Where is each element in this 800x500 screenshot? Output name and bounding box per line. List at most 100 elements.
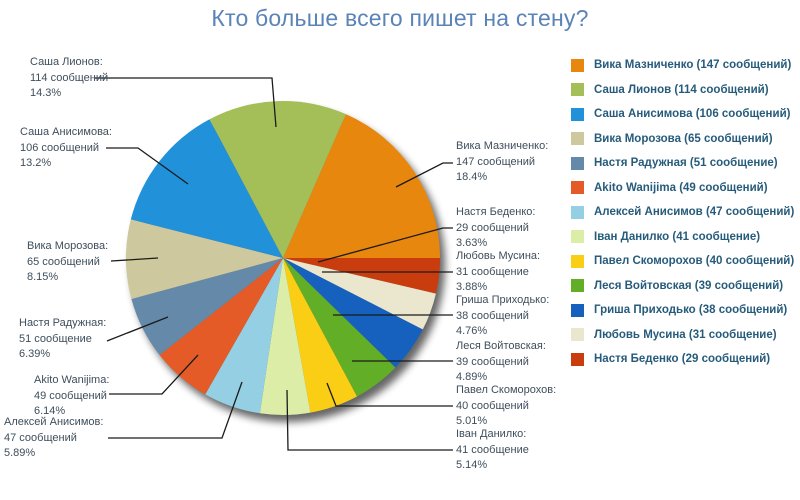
pie-slice-7[interactable] [259,258,311,416]
legend-item: Алексей Анисимов (47 сообщений) [571,200,794,225]
leader-line [106,147,189,185]
chart-title: Кто больше всего пишет на стену? [211,5,589,31]
legend-swatch [571,132,584,146]
leader-line [395,162,453,188]
legend-swatch [571,230,584,244]
pie-slice-1[interactable] [283,114,440,258]
legend-item: Гриша Приходько (38 сообщений) [571,298,794,323]
legend-swatch [571,279,584,293]
pie-slice-8[interactable] [205,258,283,414]
pie-slice-10[interactable] [131,258,283,356]
leader-line [106,316,169,342]
slice-label-count: 29 сообщений [456,221,529,234]
slice-label: Настя Беденко: 29 сообщений 3.63% [456,205,535,252]
slice-label-name: Настя Беденко: [456,206,536,218]
slice-label-pct: 4.89% [456,371,488,383]
slice-label: Любовь Мусина: 31 сообщение 3.88% [456,249,540,296]
slice-label-count: 106 сообщений [20,141,99,154]
legend-swatch [571,83,584,97]
legend-item: Іван Данилко (41 сообщение) [571,225,794,250]
slice-label-pct: 3.63% [456,237,488,249]
leader-line [326,382,453,407]
slice-label: Алексей Анисимов: 47 сообщений 5.89% [4,415,103,462]
pie-slice-3[interactable] [283,258,436,330]
slice-label: Іван Данилко: 41 сообщение 5.14% [456,427,529,474]
legend-label: Любовь Мусина (31 сообщение) [594,328,777,341]
slice-label-name: Любовь Мусина: [456,250,541,262]
legend-item: Akito Wanijima (49 сообщений) [571,176,794,201]
leader-line [108,381,243,439]
slice-label: Павел Скоморохов: 40 сообщений 5.01% [456,383,556,430]
legend-item: Павел Скоморохов (40 сообщений) [571,249,794,274]
slice-label-name: Саша Лионов: [30,56,103,68]
slice-label-name: Саша Анисимова: [20,126,112,138]
slice-label-name: Алексей Анисимов: [4,416,104,428]
slice-label-count: 40 сообщений [456,399,529,412]
legend-swatch [571,205,584,219]
slice-label-name: Вика Морозова: [27,240,109,252]
legend-label: Akito Wanijima (49 сообщений) [594,181,768,194]
pie-slice-9[interactable] [159,258,283,395]
slice-label-pct: 3.88% [456,281,488,293]
legend-item: Вика Мазниченко (147 сообщений) [571,53,794,78]
pie-slice-layer [125,101,440,416]
slice-label-count: 147 сообщений [456,155,535,168]
slice-label-count: 114 сообщений [30,71,109,84]
legend-label: Вика Мазниченко (147 сообщений) [594,59,792,72]
leader-line [286,389,453,451]
legend-item: Любовь Мусина (31 сообщение) [571,323,794,348]
slice-label: Akito Wanijima: 49 сообщений 6.14% [34,373,109,420]
leader-line [110,257,159,262]
leader-line [317,227,453,263]
slice-label-name: Вика Мазниченко: [456,140,549,152]
slice-label-pct: 6.39% [19,348,51,360]
leader-line [95,77,277,128]
pie-slice-6[interactable] [283,258,357,413]
legend-label: Іван Данилко (41 сообщение) [594,230,761,243]
slice-label-pct: 6.14% [34,405,66,417]
legend-swatch [571,352,584,366]
slice-label-count: 47 сообщений [4,431,77,444]
legend-item: Вика Морозова (65 сообщений) [571,127,794,152]
legend-label: Настя Беденко (29 сообщений) [594,353,771,366]
slice-label: Саша Анисимова: 106 сообщений 13.2% [20,125,112,172]
slice-label-name: Леся Войтовская: [456,340,546,352]
slice-label-count: 49 сообщений [34,389,107,402]
slice-label: Вика Морозова: 65 сообщений 8.15% [27,239,108,286]
pie-slice-12[interactable] [130,119,283,259]
slice-label-pct: 4.76% [456,325,488,337]
slice-label-name: Akito Wanijima: [34,374,110,386]
slice-label-count: 51 сообщение [19,332,92,345]
legend-swatch [571,328,584,342]
slice-label: Вика Мазниченко: 147 сообщений 18.4% [456,139,548,186]
pie-slice-2[interactable] [283,258,440,294]
slice-label: Гриша Приходько: 38 сообщений 4.76% [456,293,549,340]
legend-label: Вика Морозова (65 сообщений) [594,132,773,145]
slice-label-pct: 8.15% [27,271,59,283]
legend-item: Леся Войтовская (39 сообщений) [571,274,794,299]
legend-swatch [571,58,584,72]
legend-label: Павел Скоморохов (40 сообщений) [594,255,795,268]
legend: Вика Мазниченко (147 сообщений) Саша Лион… [571,53,794,372]
legend-label: Саша Лионов (114 сообщений) [594,83,769,96]
slice-label-count: 31 сообщение [456,265,529,278]
legend-label: Леся Войтовская (39 сообщений) [594,279,784,292]
pie-slice-13[interactable] [209,101,346,258]
slice-label: Саша Лионов: 114 сообщений 14.3% [30,55,108,102]
pie-slice-4[interactable] [283,258,423,368]
slice-label-name: Гриша Приходько: [456,294,550,306]
pie-slice-11[interactable] [125,219,283,299]
slice-label-count: 65 сообщений [27,255,100,268]
slice-label-count: 38 сообщений [456,309,529,322]
pie-slice-5[interactable] [283,258,396,397]
leader-line [109,354,199,395]
slice-label: Настя Радужная: 51 сообщение 6.39% [19,316,106,363]
legend-label: Настя Радужная (51 сообщение) [594,157,778,170]
slice-label-pct: 5.14% [456,459,488,471]
slice-label-pct: 14.3% [30,87,62,99]
legend-item: Саша Анисимова (106 сообщений) [571,102,794,127]
slice-label-count: 41 сообщение [456,443,529,456]
legend-label: Алексей Анисимов (47 сообщений) [594,206,795,219]
legend-swatch [571,181,584,195]
